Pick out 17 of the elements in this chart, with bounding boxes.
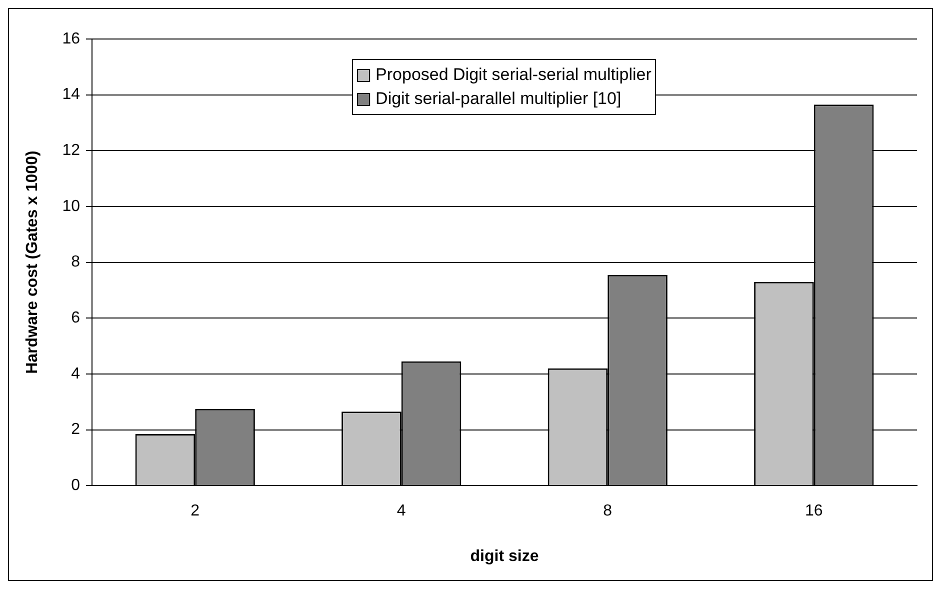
y-tick-label: 12 xyxy=(62,142,80,160)
x-tick-label: 2 xyxy=(190,502,200,520)
y-tick-label: 14 xyxy=(62,86,80,104)
legend-label: Digit serial-parallel multiplier [10] xyxy=(376,88,622,110)
x-tick-label: 8 xyxy=(603,502,612,520)
y-tick-label: 16 xyxy=(62,30,80,48)
y-tick-label: 0 xyxy=(71,477,80,494)
y-tick-label: 2 xyxy=(71,421,80,438)
legend-label: Proposed Digit serial-serial multiplier xyxy=(376,64,652,86)
x-axis-title: digit size xyxy=(470,548,539,565)
y-tick-label: 4 xyxy=(71,365,80,382)
x-tick-label: 16 xyxy=(804,502,823,520)
y-tick-label: 10 xyxy=(62,198,80,215)
x-tick-label: 4 xyxy=(396,502,406,520)
y-axis-title: Hardware cost (Gates x 1000) xyxy=(24,150,42,374)
y-tick-label: 6 xyxy=(71,310,80,327)
y-tick-label: 8 xyxy=(71,254,80,271)
